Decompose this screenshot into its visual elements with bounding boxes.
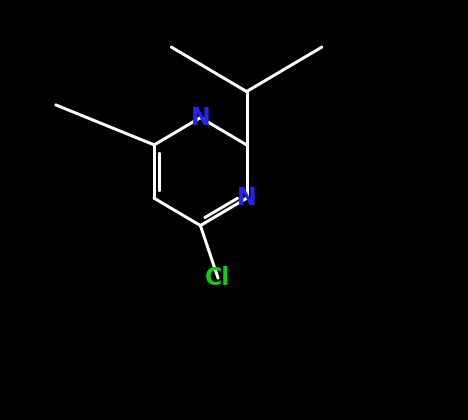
Text: N: N: [190, 105, 210, 130]
Text: N: N: [237, 186, 256, 210]
Text: Cl: Cl: [205, 266, 231, 290]
